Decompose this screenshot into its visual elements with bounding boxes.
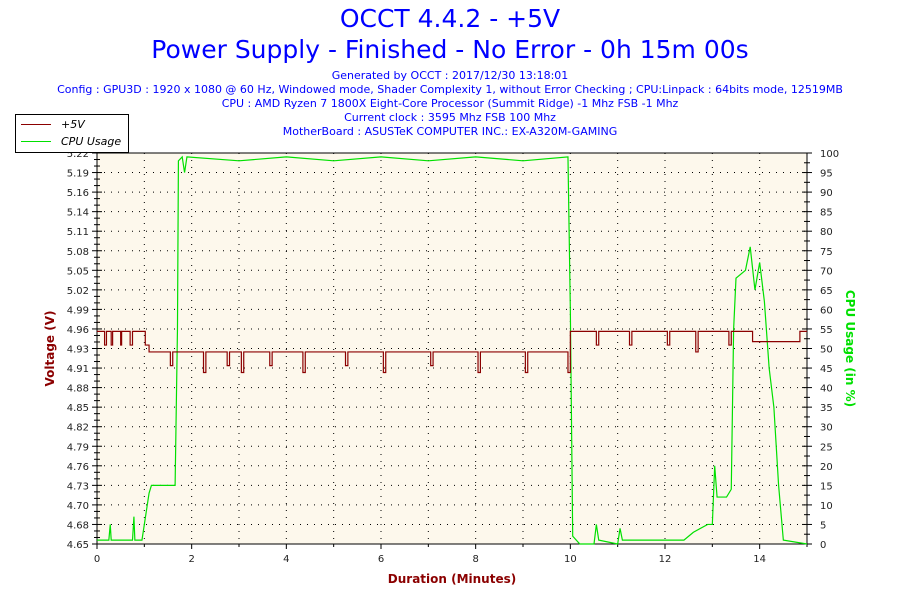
y-tick-label: 4.76	[67, 462, 89, 473]
y-tick-label: 4.91	[67, 364, 89, 375]
y2-tick-label: 45	[820, 364, 833, 375]
info-motherboard: MotherBoard : ASUSTeK COMPUTER INC.: EX-…	[282, 125, 618, 138]
y2-tick-label: 70	[820, 266, 833, 277]
y2-axis-label: CPU Usage (in %)	[843, 290, 857, 407]
plot-area	[97, 153, 807, 544]
y2-tick-label: 75	[820, 247, 833, 258]
y-tick-label: 5.14	[67, 208, 89, 219]
x-tick-label: 8	[472, 554, 478, 565]
y-tick-label: 4.99	[67, 305, 89, 316]
y2-tick-label: 65	[820, 286, 833, 297]
y2-tick-label: 10	[820, 501, 833, 512]
y-tick-label: 5.19	[67, 169, 89, 180]
y-tick-label: 5.02	[67, 286, 89, 297]
y2-tick-label: 85	[820, 208, 833, 219]
chart-title: OCCT 4.4.2 - +5V	[339, 4, 561, 33]
y2-tick-label: 40	[820, 384, 833, 395]
y2-tick-label: 55	[820, 325, 833, 336]
y-tick-label: 5.05	[67, 266, 89, 277]
x-tick-label: 12	[659, 554, 672, 565]
y2-tick-label: 90	[820, 188, 833, 199]
y2-tick-label: 30	[820, 423, 833, 434]
y-tick-label: 4.73	[67, 481, 89, 492]
x-axis-label: Duration (Minutes)	[388, 572, 516, 586]
y2-tick-label: 25	[820, 442, 833, 453]
y2-tick-label: 95	[820, 169, 833, 180]
x-tick-label: 14	[753, 554, 766, 565]
y-tick-label: 5.08	[67, 247, 89, 258]
y-tick-label: 4.79	[67, 442, 89, 453]
legend-label-voltage: +5V	[61, 117, 85, 131]
y2-tick-label: 100	[820, 149, 839, 160]
info-config: Config : GPU3D : 1920 x 1080 @ 60 Hz, Wi…	[57, 83, 843, 96]
y2-tick-label: 80	[820, 227, 833, 238]
info-generated: Generated by OCCT : 2017/12/30 13:18:01	[331, 69, 569, 82]
legend-item-voltage: +5V	[21, 116, 85, 132]
y-tick-label: 5.11	[67, 227, 89, 238]
x-tick-label: 4	[283, 554, 289, 565]
y2-tick-label: 20	[820, 462, 833, 473]
legend-label-cpu: CPU Usage	[61, 134, 122, 148]
y-tick-label: 4.96	[67, 325, 89, 336]
legend-item-cpu: CPU Usage	[21, 133, 121, 149]
info-clock: Current clock : 3595 Mhz FSB 100 Mhz	[344, 111, 556, 124]
legend: +5V CPU Usage	[15, 114, 129, 153]
y-tick-label: 4.85	[67, 403, 89, 414]
y2-tick-label: 15	[820, 481, 833, 492]
x-tick-label: 10	[564, 554, 577, 565]
y-tick-label: 4.70	[67, 501, 89, 512]
y-tick-label: 5.16	[67, 188, 89, 199]
y-tick-label: 4.88	[67, 384, 89, 395]
y-tick-label: 5.22	[67, 149, 89, 160]
y2-tick-label: 5	[820, 520, 826, 531]
y2-tick-label: 50	[820, 345, 833, 356]
legend-swatch-cpu	[21, 140, 51, 142]
y-tick-label: 4.93	[67, 345, 89, 356]
y2-tick-label: 60	[820, 305, 833, 316]
chart-subtitle: Power Supply - Finished - No Error - 0h …	[151, 35, 749, 64]
series-line-cpu-usage	[97, 155, 808, 545]
y-tick-label: 4.65	[67, 540, 89, 551]
x-tick-label: 6	[378, 554, 384, 565]
y-axis-label: Voltage (V)	[43, 311, 57, 387]
x-tick-label: 0	[94, 554, 100, 565]
y2-tick-label: 35	[820, 403, 833, 414]
series-line-voltage	[97, 330, 807, 374]
legend-swatch-voltage	[21, 123, 51, 125]
y2-tick-label: 0	[820, 540, 826, 551]
y-tick-label: 4.82	[67, 423, 89, 434]
x-tick-label: 2	[188, 554, 194, 565]
info-cpu: CPU : AMD Ryzen 7 1800X Eight-Core Proce…	[221, 97, 679, 110]
y-tick-label: 4.68	[67, 520, 89, 531]
